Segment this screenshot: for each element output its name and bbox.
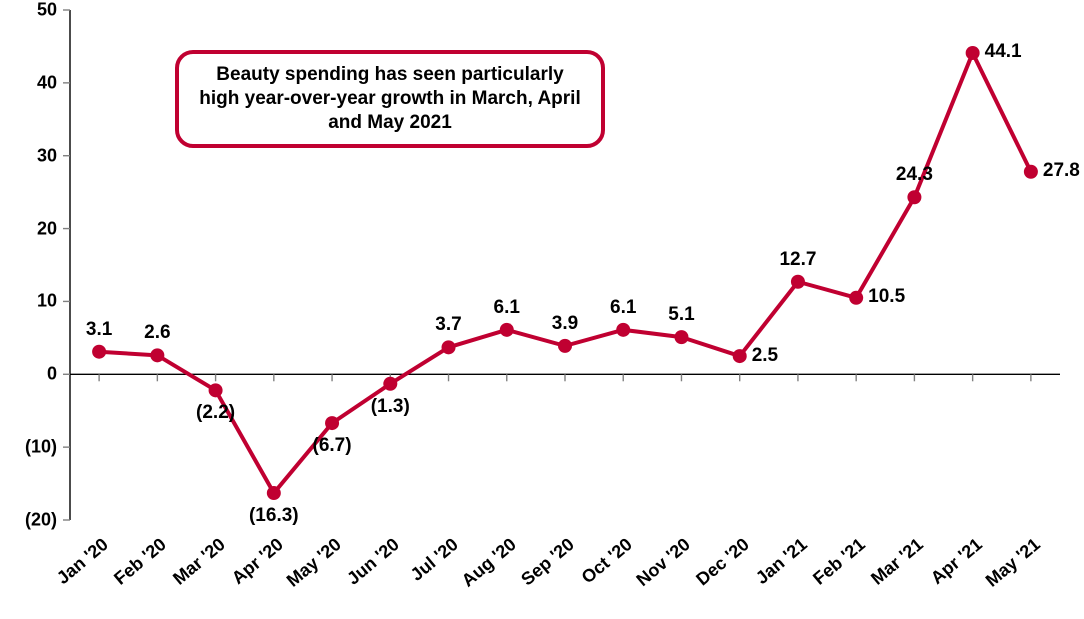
y-axis-tick-label: (10) [0,437,57,458]
y-axis-tick-label: 50 [0,0,57,21]
y-axis-tick-label: 40 [0,72,57,93]
y-axis-tick-label: (20) [0,510,57,531]
data-point-label: 6.1 [477,297,537,319]
data-point-label: (2.2) [181,402,251,424]
data-point-label: 2.6 [127,322,187,344]
data-point-label: 44.1 [985,41,1022,63]
data-point-label: 3.1 [69,319,129,341]
chart-callout: Beauty spending has seen particularly hi… [175,50,605,148]
y-axis-tick-label: 0 [0,364,57,385]
data-point-label: 5.1 [651,304,711,326]
data-point-label: 6.1 [593,297,653,319]
y-axis-tick-label: 30 [0,145,57,166]
data-point-label: 3.9 [535,313,595,335]
data-point-label: (6.7) [297,435,367,457]
y-axis-tick-label: 20 [0,218,57,239]
data-point-label: 10.5 [868,286,905,308]
data-point-label: 3.7 [419,314,479,336]
data-point-label: (16.3) [239,505,309,527]
data-point-label: 12.7 [768,249,828,271]
data-point-label: 27.8 [1043,160,1080,182]
data-point-label: 2.5 [752,345,778,367]
beauty-spending-yoy-line-chart: Beauty spending has seen particularly hi… [0,0,1084,619]
data-point-label: 24.3 [884,164,944,186]
y-axis-tick-label: 10 [0,291,57,312]
data-point-label: (1.3) [355,396,425,418]
